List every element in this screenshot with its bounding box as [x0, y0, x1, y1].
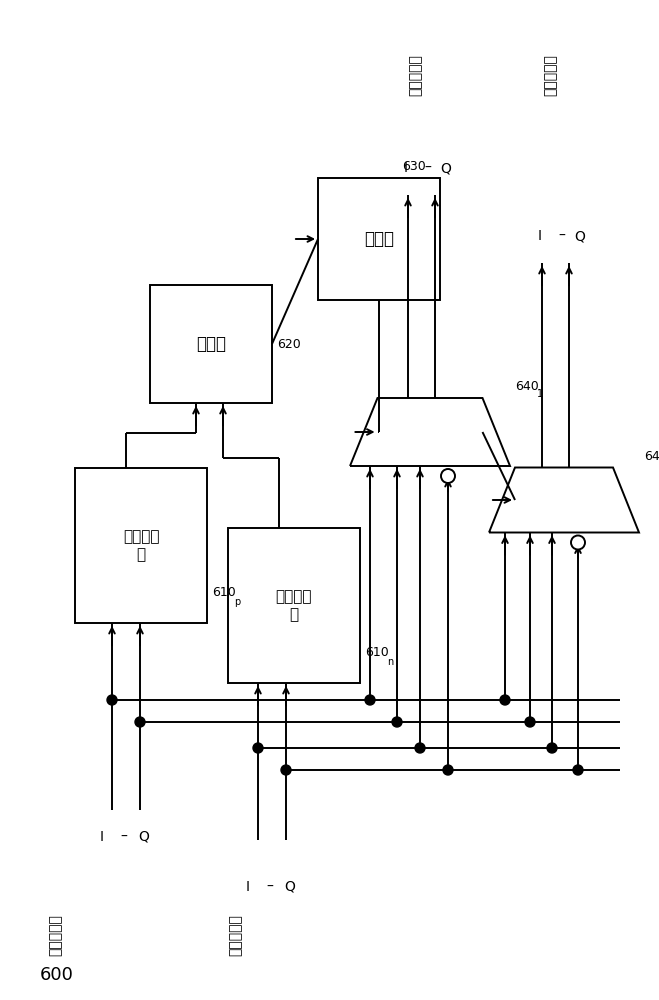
Text: I: I	[100, 830, 104, 844]
Text: 640: 640	[644, 450, 659, 462]
Circle shape	[573, 765, 583, 775]
Circle shape	[135, 717, 145, 727]
Text: 620: 620	[277, 338, 301, 351]
Text: Q: Q	[441, 161, 451, 175]
Text: p: p	[234, 597, 241, 607]
Text: 600: 600	[40, 966, 74, 984]
Circle shape	[525, 717, 535, 727]
Text: 负频率输入: 负频率输入	[228, 914, 242, 956]
Text: I: I	[404, 161, 408, 175]
Text: I: I	[246, 880, 250, 894]
Circle shape	[571, 536, 585, 550]
Text: 610: 610	[212, 586, 236, 599]
Text: 幅值计算
器: 幅值计算 器	[123, 529, 159, 562]
Text: Q: Q	[285, 880, 295, 894]
Circle shape	[500, 695, 510, 705]
Text: –: –	[559, 229, 565, 243]
Bar	[318, 178, 440, 300]
Circle shape	[281, 765, 291, 775]
Text: 比较器: 比较器	[196, 335, 226, 353]
Circle shape	[547, 743, 557, 753]
Text: 控制器: 控制器	[364, 230, 394, 248]
Circle shape	[107, 695, 117, 705]
Text: 正频率输入: 正频率输入	[48, 914, 62, 956]
Text: 630: 630	[402, 160, 426, 173]
Text: 负频率输出: 负频率输出	[543, 54, 557, 96]
Text: –: –	[424, 161, 432, 175]
Circle shape	[443, 765, 453, 775]
Text: 1: 1	[537, 389, 543, 399]
Circle shape	[253, 743, 263, 753]
Text: 610: 610	[365, 647, 389, 660]
Circle shape	[415, 743, 425, 753]
Text: –: –	[121, 830, 127, 844]
Text: Q: Q	[138, 830, 150, 844]
Bar	[75, 468, 207, 623]
Text: 幅值计算
器: 幅值计算 器	[275, 589, 312, 622]
Text: 640: 640	[515, 380, 539, 393]
Circle shape	[365, 695, 375, 705]
Circle shape	[392, 717, 402, 727]
Circle shape	[441, 469, 455, 483]
Bar	[150, 285, 272, 403]
Text: 正频率输出: 正频率输出	[408, 54, 422, 96]
Text: n: n	[387, 657, 393, 667]
Text: Q: Q	[575, 229, 585, 243]
Text: –: –	[266, 880, 273, 894]
Text: I: I	[538, 229, 542, 243]
Bar	[228, 528, 360, 683]
